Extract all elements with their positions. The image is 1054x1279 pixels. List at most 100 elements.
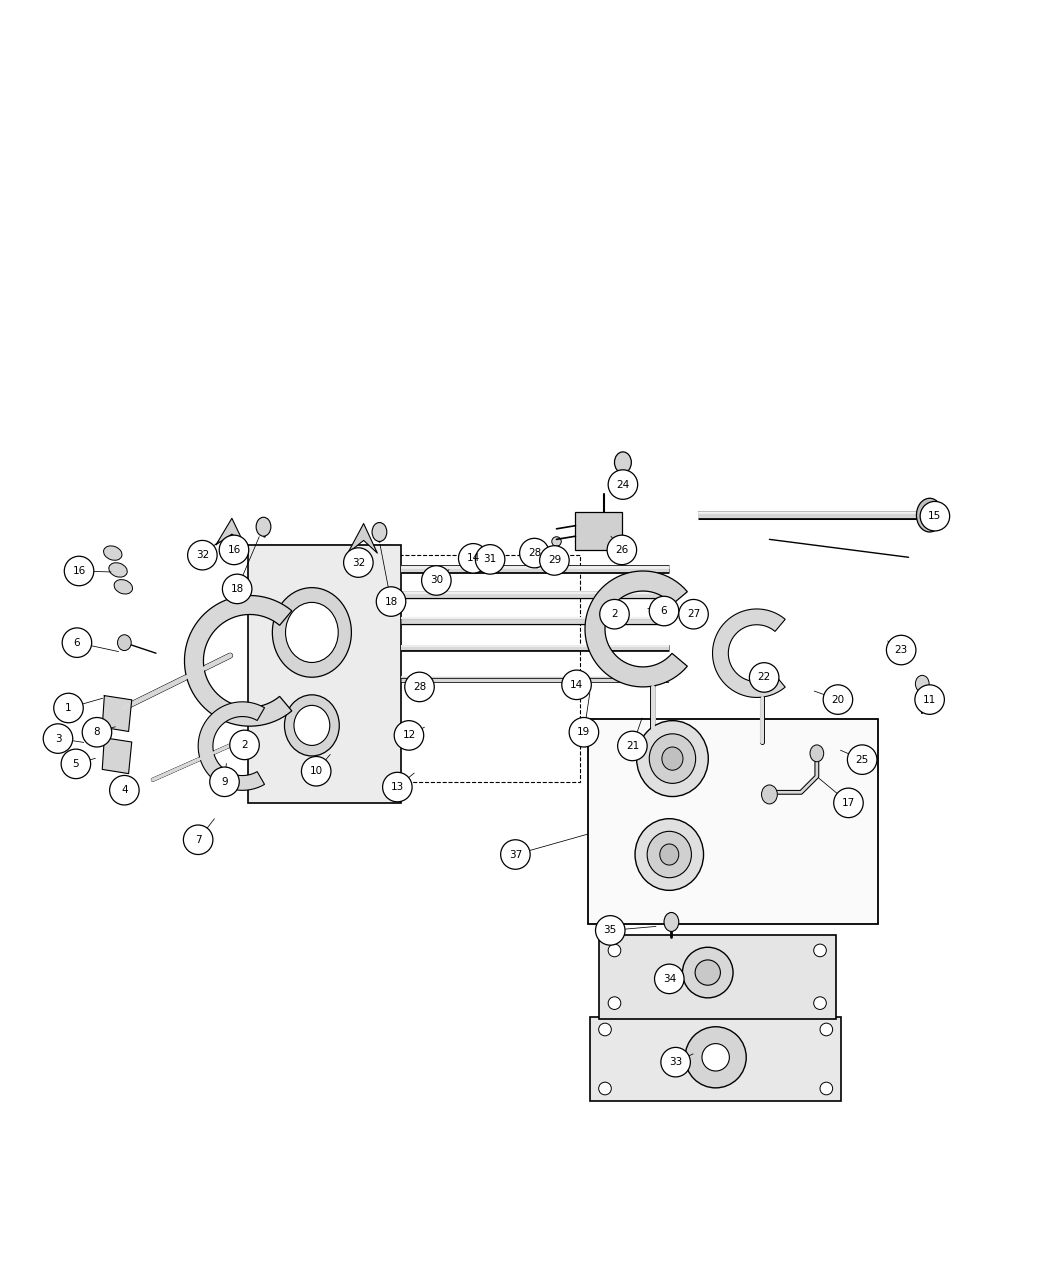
Text: 18: 18 [385, 596, 397, 606]
Text: 7: 7 [195, 835, 201, 844]
Text: 21: 21 [626, 741, 639, 751]
Ellipse shape [662, 747, 683, 770]
Text: 22: 22 [758, 673, 770, 683]
Ellipse shape [820, 1082, 833, 1095]
Circle shape [210, 767, 239, 797]
Text: 37: 37 [509, 849, 522, 859]
Ellipse shape [294, 706, 330, 746]
Circle shape [540, 546, 569, 576]
Circle shape [219, 535, 249, 564]
Ellipse shape [811, 744, 824, 762]
Text: 24: 24 [617, 480, 629, 490]
Circle shape [110, 775, 139, 804]
Ellipse shape [286, 602, 338, 663]
Bar [588, 719, 878, 925]
Circle shape [834, 788, 863, 817]
Bar [575, 512, 622, 550]
Circle shape [475, 545, 505, 574]
Ellipse shape [285, 694, 339, 756]
Bar [248, 545, 401, 803]
Text: 13: 13 [391, 781, 404, 792]
Ellipse shape [372, 523, 387, 541]
Ellipse shape [915, 675, 930, 692]
Text: 35: 35 [604, 926, 617, 935]
Circle shape [562, 670, 591, 700]
Text: 32: 32 [196, 550, 209, 560]
Circle shape [458, 544, 488, 573]
Text: 15: 15 [929, 512, 941, 521]
Circle shape [520, 538, 549, 568]
Ellipse shape [608, 944, 621, 957]
Polygon shape [216, 518, 245, 545]
Circle shape [920, 501, 950, 531]
Text: 8: 8 [94, 728, 100, 737]
Ellipse shape [552, 537, 562, 546]
Circle shape [649, 596, 679, 625]
Text: 10: 10 [310, 766, 323, 776]
Circle shape [661, 1048, 690, 1077]
Circle shape [301, 756, 331, 787]
Circle shape [655, 964, 684, 994]
Circle shape [405, 673, 434, 702]
Circle shape [222, 574, 252, 604]
Text: 14: 14 [467, 554, 480, 563]
Ellipse shape [614, 451, 631, 473]
Text: 28: 28 [528, 549, 541, 558]
Circle shape [61, 749, 91, 779]
Circle shape [344, 547, 373, 577]
Bar [395, 555, 580, 781]
Text: 3: 3 [55, 734, 61, 743]
Circle shape [679, 600, 708, 629]
Text: 11: 11 [923, 694, 936, 705]
Polygon shape [184, 596, 292, 726]
Text: 4: 4 [121, 785, 128, 796]
Polygon shape [102, 696, 132, 732]
Circle shape [383, 773, 412, 802]
Text: 34: 34 [663, 973, 676, 984]
Ellipse shape [637, 720, 708, 797]
Circle shape [62, 628, 92, 657]
Circle shape [82, 718, 112, 747]
Circle shape [569, 718, 599, 747]
Text: 23: 23 [895, 645, 907, 655]
Circle shape [422, 565, 451, 595]
Text: 31: 31 [484, 554, 496, 564]
Ellipse shape [608, 996, 621, 1009]
Text: 9: 9 [221, 776, 228, 787]
Text: 18: 18 [231, 585, 243, 593]
Polygon shape [198, 702, 265, 790]
Circle shape [394, 720, 424, 751]
Ellipse shape [664, 912, 679, 931]
Ellipse shape [114, 579, 133, 593]
Ellipse shape [820, 1023, 833, 1036]
Ellipse shape [814, 996, 826, 1009]
Bar [590, 1017, 841, 1101]
Text: 16: 16 [73, 567, 85, 576]
Text: 6: 6 [661, 606, 667, 616]
Text: 30: 30 [430, 576, 443, 586]
Polygon shape [713, 609, 785, 697]
Ellipse shape [647, 831, 691, 877]
Bar [599, 935, 836, 1019]
Text: 25: 25 [856, 755, 868, 765]
Circle shape [188, 541, 217, 570]
Text: 2: 2 [611, 609, 618, 619]
Polygon shape [585, 570, 687, 687]
Ellipse shape [103, 546, 122, 560]
Text: 33: 33 [669, 1058, 682, 1067]
Circle shape [749, 663, 779, 692]
Ellipse shape [917, 499, 942, 532]
Text: 16: 16 [228, 545, 240, 555]
Text: 2: 2 [241, 739, 248, 749]
Circle shape [43, 724, 73, 753]
Circle shape [54, 693, 83, 723]
Circle shape [64, 556, 94, 586]
Circle shape [823, 684, 853, 715]
Ellipse shape [109, 563, 128, 577]
Circle shape [596, 916, 625, 945]
Circle shape [600, 600, 629, 629]
Text: 29: 29 [548, 555, 561, 565]
Circle shape [607, 535, 637, 564]
Text: 5: 5 [73, 758, 79, 769]
Ellipse shape [696, 961, 721, 985]
